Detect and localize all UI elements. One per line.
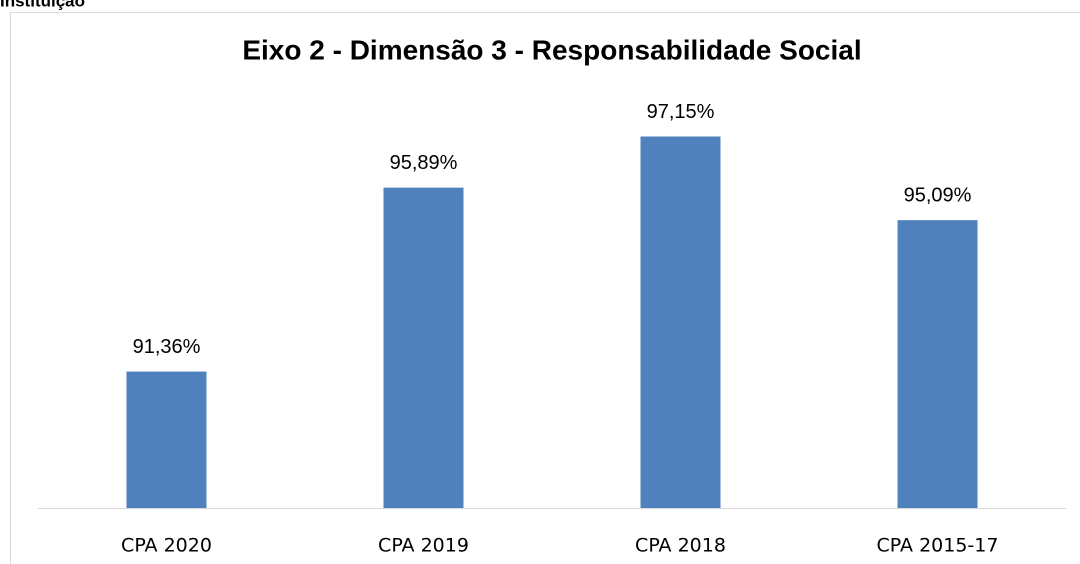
chart-border — [10, 12, 1080, 564]
data-label: 91,36% — [133, 336, 201, 358]
data-label: 97,15% — [647, 101, 715, 123]
x-tick-label: CPA 2019 — [378, 535, 469, 557]
data-label: 95,89% — [390, 152, 458, 174]
chart-title: Eixo 2 - Dimensão 3 - Responsabilidade S… — [242, 34, 861, 65]
bar — [897, 220, 978, 508]
page-heading: Instituição — [0, 0, 85, 10]
bar — [383, 187, 464, 508]
bar — [126, 371, 207, 508]
data-label: 95,09% — [904, 184, 972, 206]
bar — [640, 136, 721, 508]
x-tick-label: CPA 2015-17 — [877, 535, 999, 557]
x-tick-label: CPA 2018 — [635, 535, 726, 557]
x-tick-label: CPA 2020 — [121, 535, 212, 557]
